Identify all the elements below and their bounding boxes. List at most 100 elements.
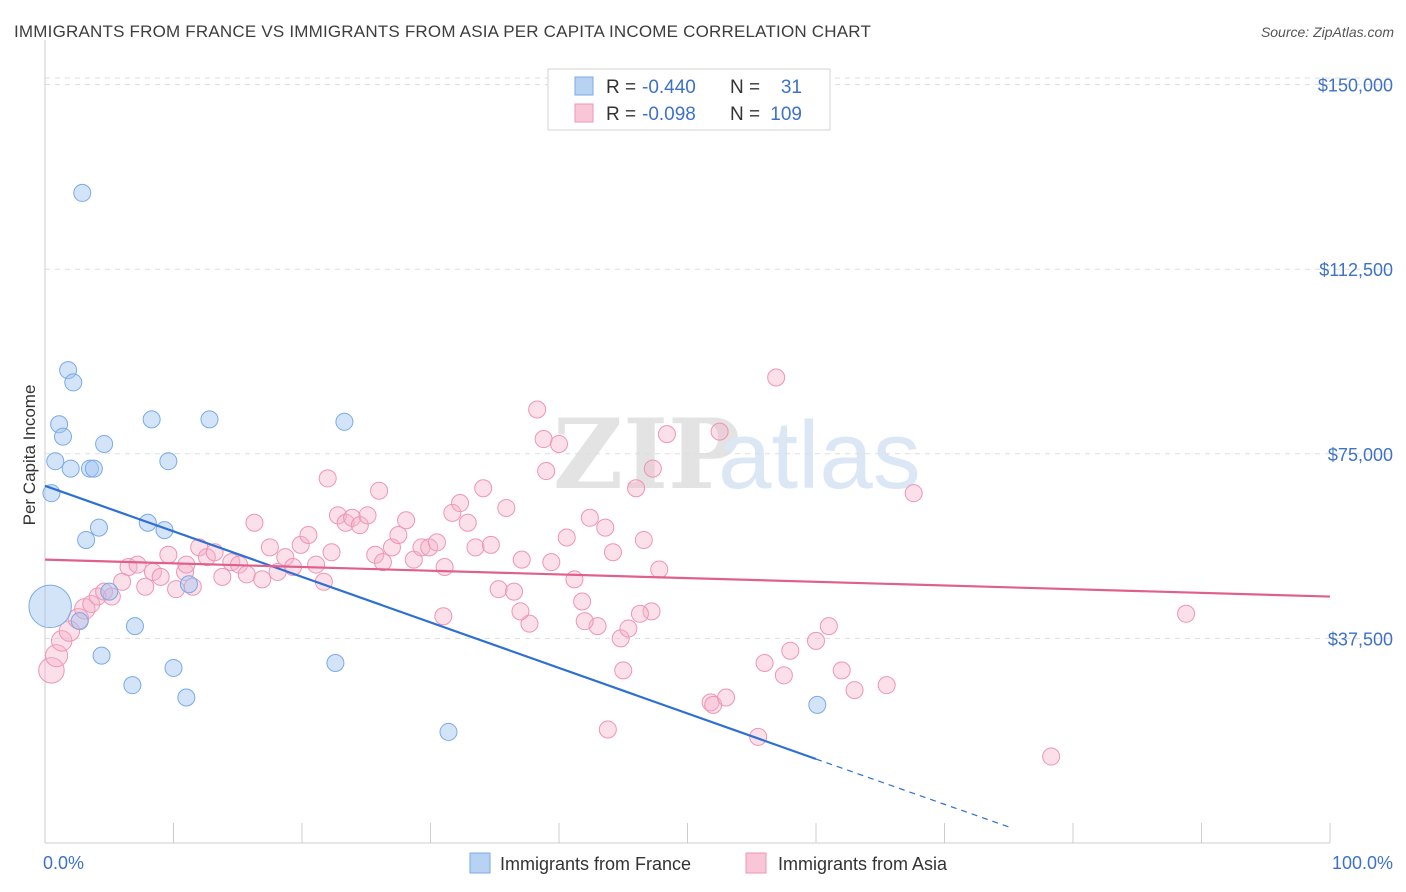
asia-point [611,629,630,648]
asia-point [322,543,341,562]
asia-point [845,681,864,700]
asia-point [643,459,662,478]
asia-point [435,558,454,577]
asia-point [343,508,362,527]
france-point [80,459,99,478]
france-point [100,582,119,601]
asia-point [575,612,594,631]
france-point [177,688,196,707]
asia-point [528,400,547,419]
asia-point [370,481,389,500]
asia-trend-line [44,558,1331,598]
france-point [46,452,65,471]
france-points [28,183,827,741]
asia-point [511,602,530,621]
asia-point [630,604,649,623]
gridlines [45,77,1395,639]
asia-point [291,535,310,554]
asia-point [619,619,638,638]
france-point [73,183,92,202]
france-point [92,646,111,665]
asia-point [82,594,101,613]
france-point [179,575,198,594]
asia-point [710,422,729,441]
asia-point [434,607,453,626]
asia-point [755,654,774,673]
y-axis-label: Per Capita Income [20,385,39,526]
asia-point [58,620,81,642]
france-point [77,530,96,549]
france-trend-extension [815,758,1009,828]
france-point [335,412,354,431]
france-point [89,518,108,537]
asia-point [774,666,793,685]
bottom-legend: Immigrants from France Immigrants from A… [469,852,948,874]
asia-point [580,508,599,527]
watermark-atlas: atlas [718,402,921,509]
asia-point [542,553,561,572]
legend-swatch-france [574,76,594,96]
asia-point [557,528,576,547]
france-point [439,722,458,741]
legend: R = -0.440 N = 31 R = -0.098 N = 109 [547,68,831,131]
france-point [123,676,142,695]
asia-point [245,513,264,532]
asia-point [819,617,838,636]
asia-point [358,506,377,525]
asia-point [550,434,568,453]
legend-r-value: -0.098 [642,104,696,125]
asia-point [299,526,318,545]
asia-point [650,560,669,579]
asia-point [128,555,147,574]
asia-point [260,538,279,557]
asia-point [489,580,508,599]
asia-point [427,533,446,552]
france-point [164,658,183,677]
asia-point [657,425,676,444]
france-point [70,612,89,631]
asia-point [598,720,617,739]
asia-point [481,535,500,554]
asia-point [634,530,653,549]
y-tick-label: $150,000 [1318,76,1393,96]
x-tick-label-end: 100.0% [1332,853,1393,873]
asia-point [253,570,272,589]
bottom-legend-swatch-asia [745,852,767,874]
asia-point [45,644,69,668]
legend-n-label: N = [730,104,760,125]
france-point [808,695,827,714]
asia-point [136,577,155,596]
legend-r-label: R = [606,104,636,125]
watermark-zip: ZIP [553,398,740,511]
asia-point [877,676,896,695]
bottom-legend-label-france: Immigrants from France [500,854,691,874]
france-point [84,459,103,478]
france-point [125,617,144,636]
asia-point [627,479,646,498]
asia-point [505,582,524,601]
asia-point [537,462,556,481]
legend-box [547,68,831,131]
asia-point [573,592,592,611]
asia-point [596,518,615,537]
asia-point [603,543,622,562]
asia-point [717,688,736,707]
asia-point [565,570,584,589]
asia-point [520,614,539,633]
france-point [159,452,178,471]
axes [44,40,1331,844]
france-point [200,410,219,429]
france-point [61,459,80,478]
asia-point [38,657,65,684]
asia-point [443,503,462,522]
asia-points [38,368,1196,766]
asia-point [904,484,923,503]
asia-point [1042,747,1061,766]
asia-point [512,550,531,569]
asia-point [614,661,633,680]
asia-point [389,526,408,545]
france-point [64,373,83,392]
asia-point [318,469,337,488]
france-point [28,584,72,629]
